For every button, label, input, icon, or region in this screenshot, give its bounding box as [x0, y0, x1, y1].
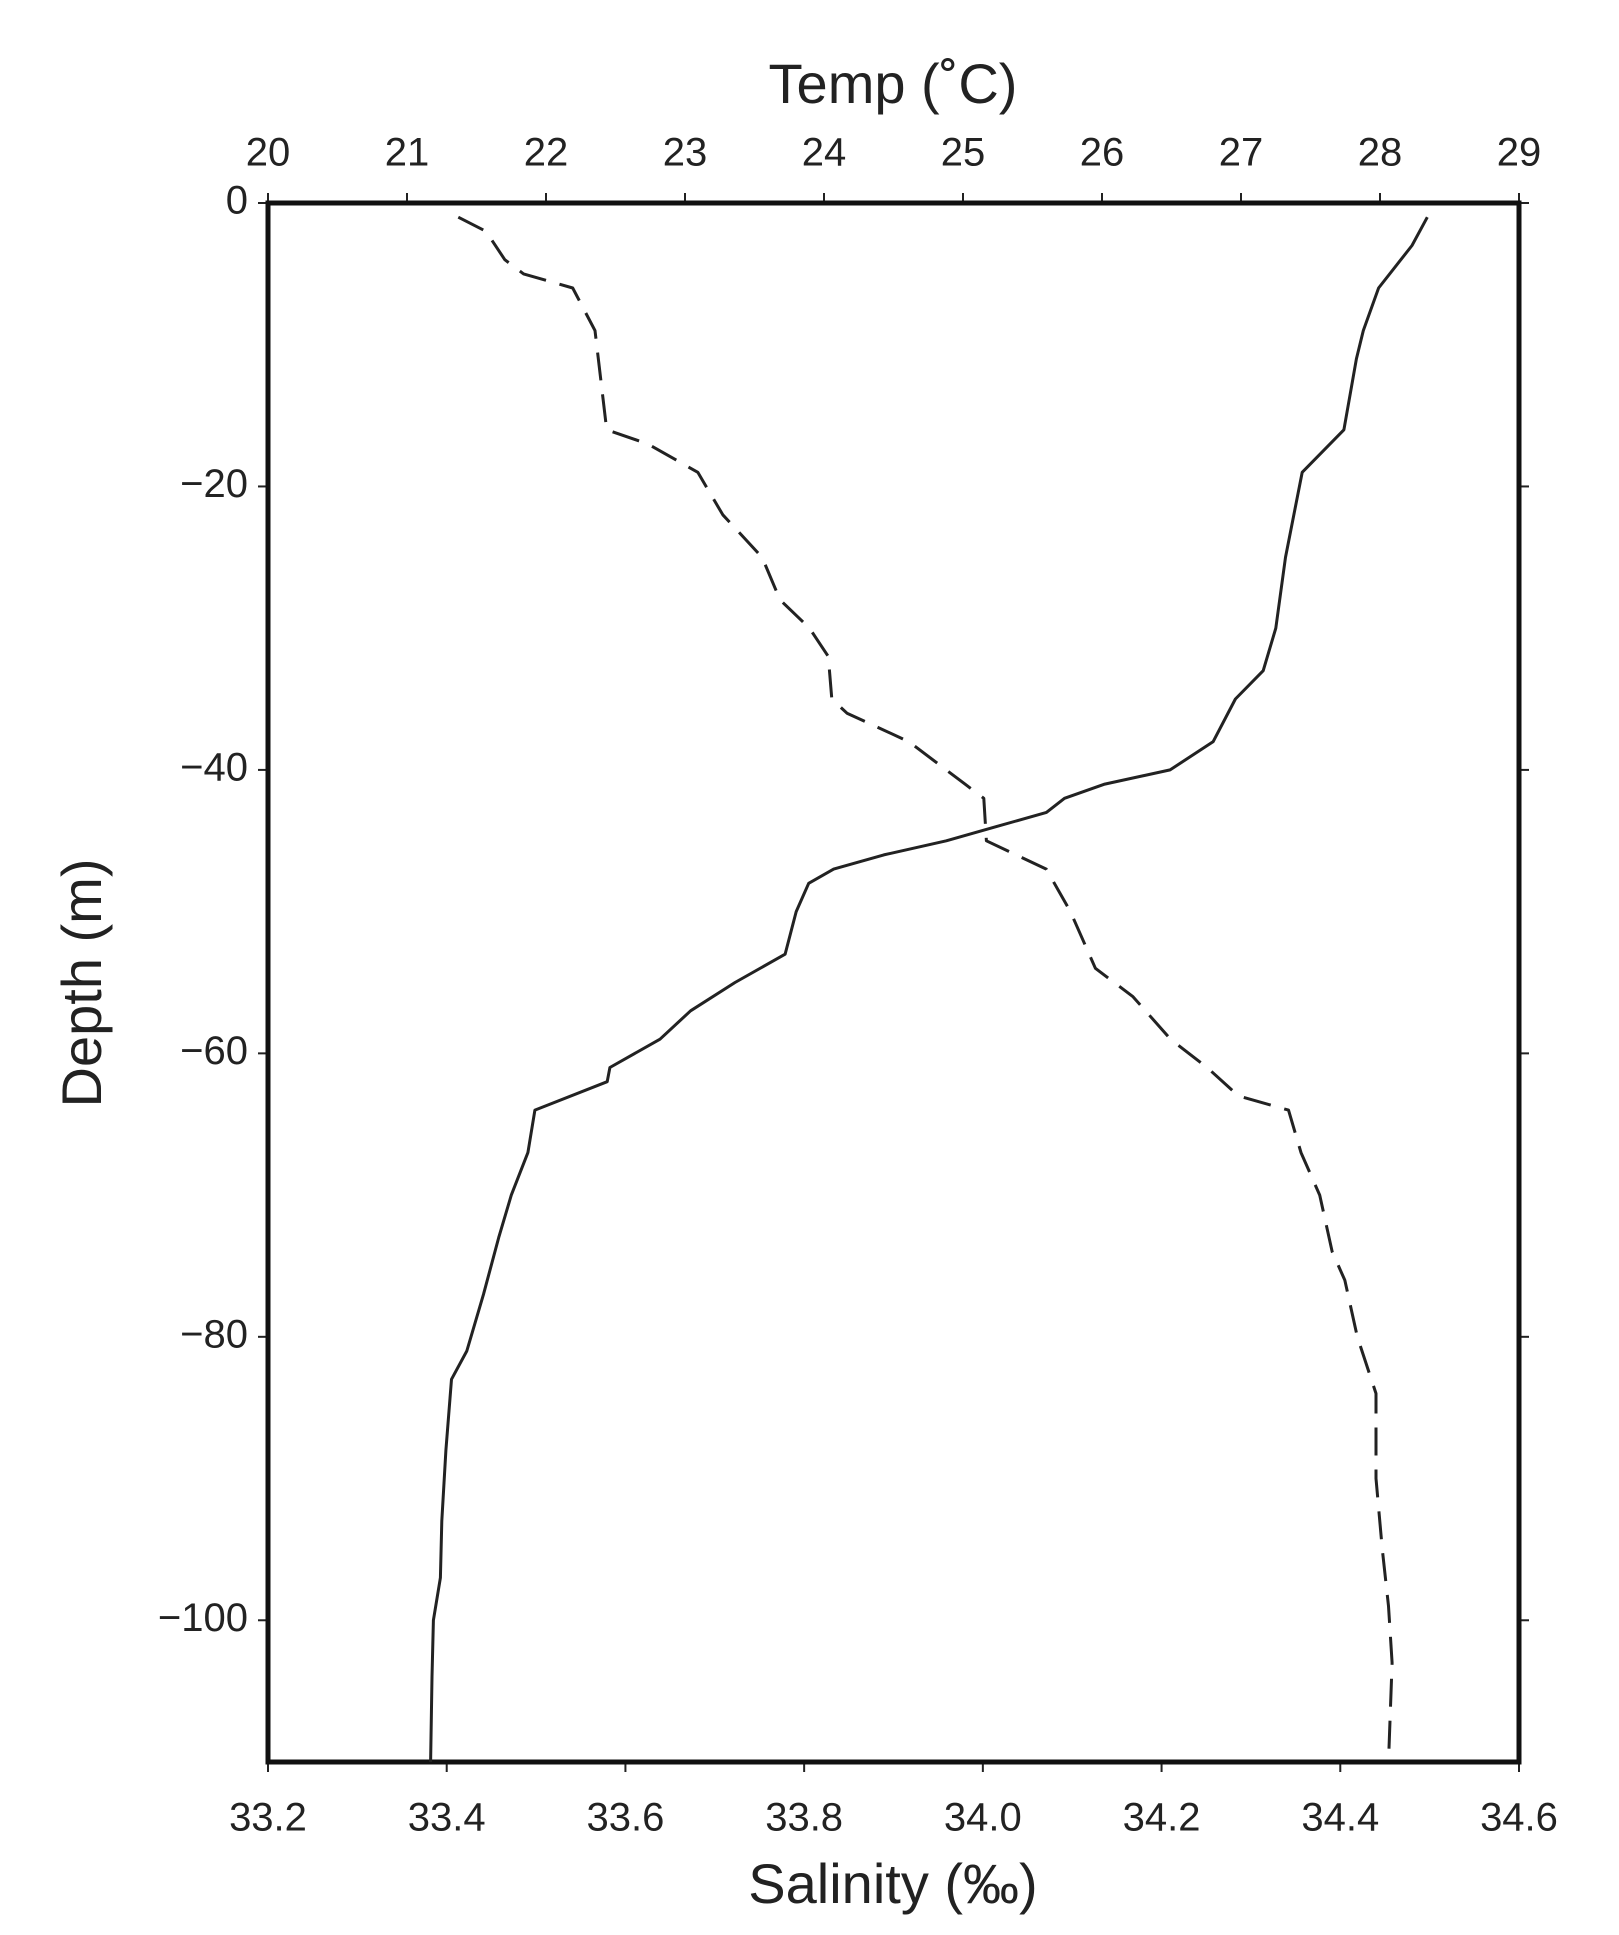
x-tick-label: 33.2 — [229, 1796, 307, 1840]
bottom-axis-title: Salinity (‰) — [748, 1852, 1037, 1915]
y-tick-label: −100 — [158, 1596, 248, 1640]
x2-tick-label: 27 — [1219, 131, 1264, 175]
x2-tick-label: 26 — [1080, 131, 1125, 175]
x-tick-label: 33.6 — [586, 1796, 664, 1840]
x2-tick-label: 20 — [246, 131, 291, 175]
top-axis-title: Temp (˚C) — [769, 52, 1018, 115]
x-tick-label: 34.6 — [1480, 1796, 1558, 1840]
x2-tick-label: 25 — [941, 131, 986, 175]
x2-tick-label: 24 — [802, 131, 847, 175]
x2-tick-label: 22 — [524, 131, 569, 175]
y-tick-label: −20 — [180, 462, 248, 506]
x-tick-label: 34.4 — [1301, 1796, 1379, 1840]
salinity-line — [457, 215, 1394, 1763]
y-tick-label: −80 — [180, 1312, 248, 1356]
temperature-line — [429, 216, 1429, 1763]
x-tick-label: 33.8 — [765, 1796, 843, 1840]
plot-frame — [265, 200, 1522, 1765]
x2-tick-label: 28 — [1358, 131, 1403, 175]
x-tick-label: 34.0 — [944, 1796, 1022, 1840]
x2-tick-label: 21 — [385, 131, 430, 175]
x-tick-label: 34.2 — [1123, 1796, 1201, 1840]
y-tick-label: 0 — [226, 179, 248, 223]
x2-tick-label: 29 — [1497, 131, 1542, 175]
y-tick-label: −40 — [180, 745, 248, 789]
y-tick-label: −60 — [180, 1029, 248, 1073]
x-tick-label: 33.4 — [408, 1796, 486, 1840]
y-axis-title: Depth (m) — [50, 859, 113, 1108]
x2-tick-label: 23 — [663, 131, 708, 175]
